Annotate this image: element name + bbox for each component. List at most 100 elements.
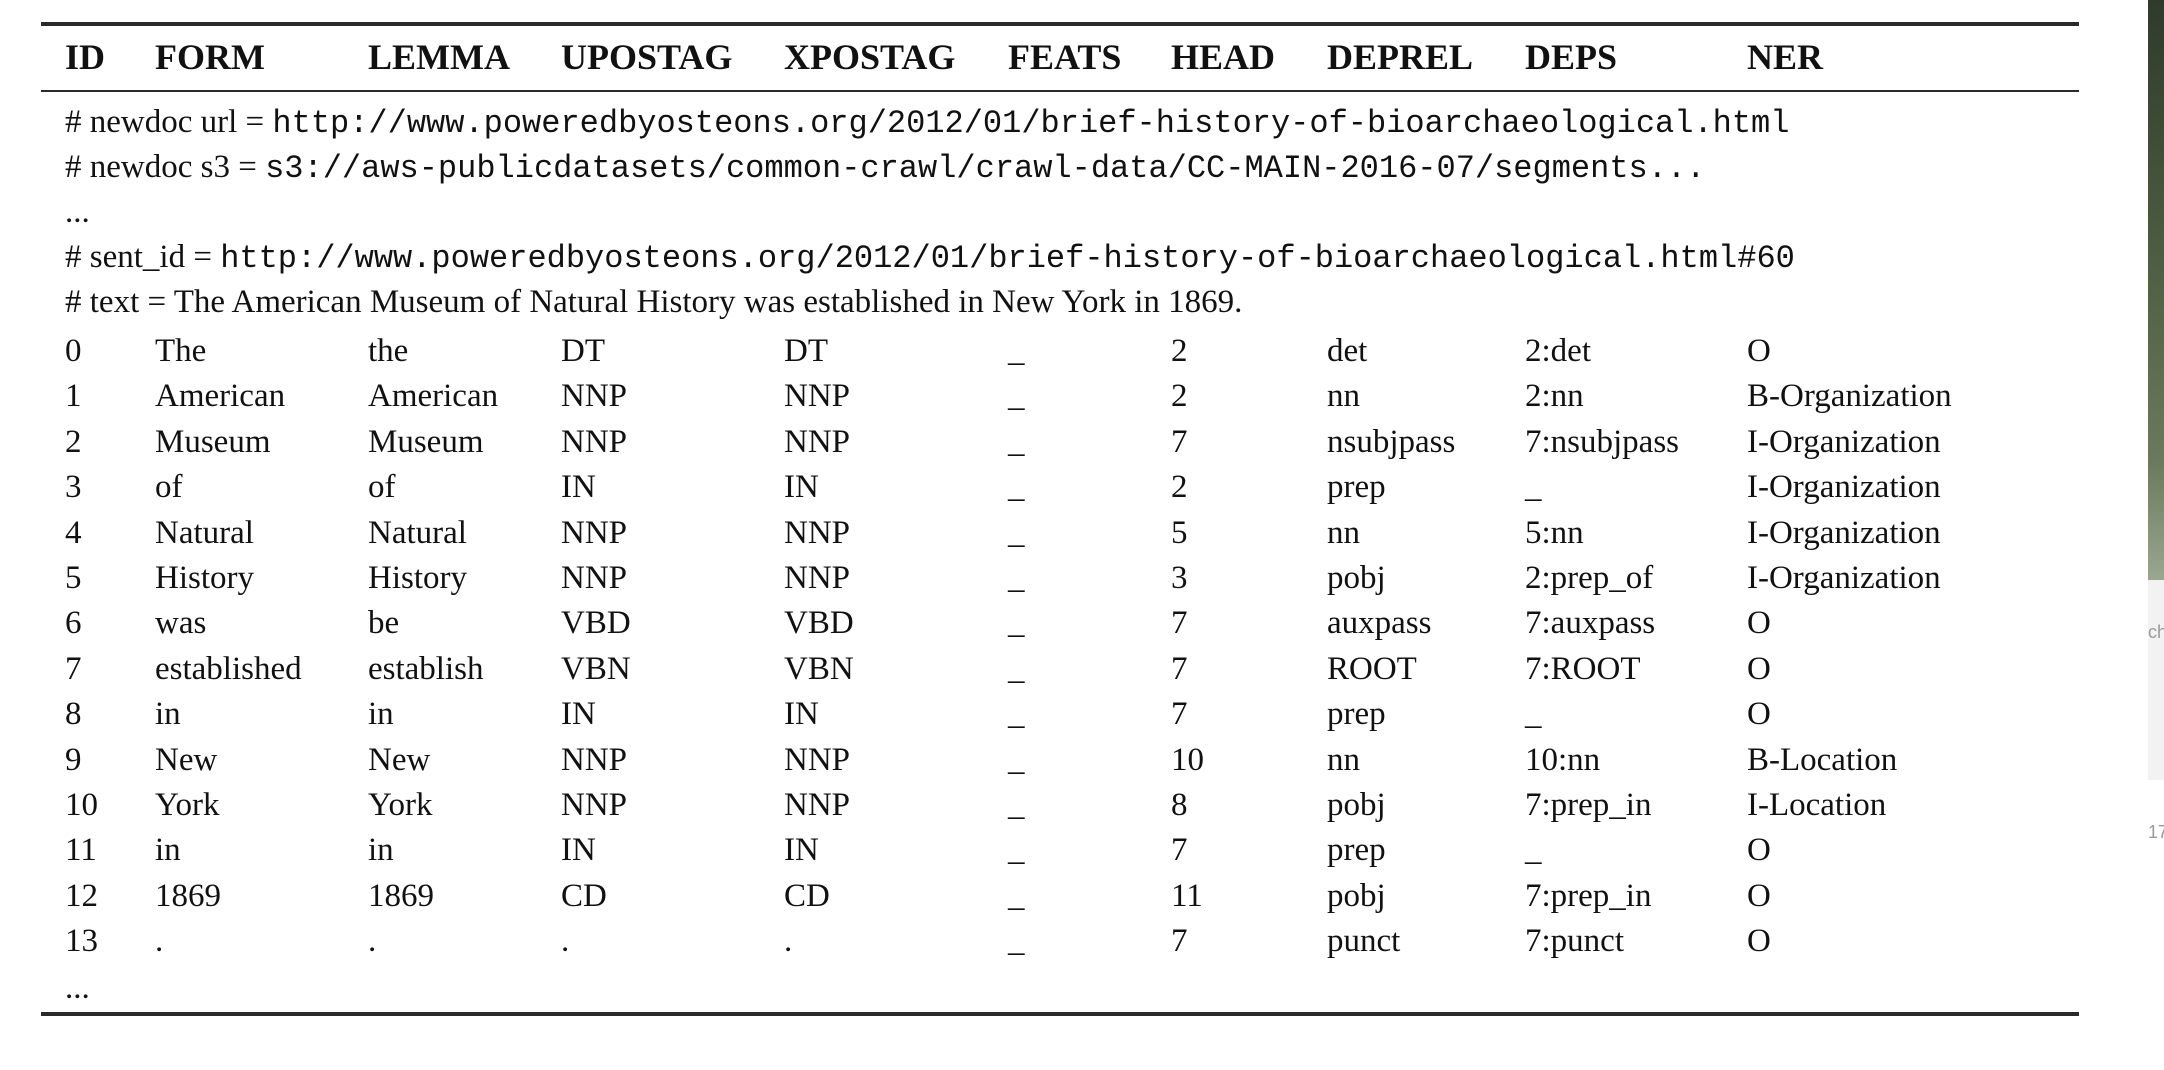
table-cell-form: American (155, 378, 286, 414)
table-cell-form: in (155, 696, 181, 732)
table-cell-feats: _ (1008, 787, 1025, 823)
column-header-deprel: DEPREL (1327, 37, 1474, 77)
table-cell-head: 10 (1171, 742, 1204, 778)
table-cell-id: 10 (65, 787, 98, 823)
table-cell-deps: 7:prep_in (1525, 878, 1652, 914)
column-header-head: HEAD (1171, 37, 1276, 77)
table-cell-ner: B-Location (1747, 742, 1898, 778)
metadata-line: # text = The American Museum of Natural … (65, 280, 1242, 326)
table-cell-deprel: punct (1327, 923, 1401, 959)
table-cell-lemma: American (368, 378, 499, 414)
table-cell-deps: 7:prep_in (1525, 787, 1652, 823)
table-cell-xpostag: NNP (784, 787, 851, 823)
table-cell-feats: _ (1008, 832, 1025, 868)
table-cell-form: The (155, 333, 207, 369)
metadata-line: ... (65, 190, 90, 236)
table-cell-deprel: auxpass (1327, 605, 1432, 641)
table-cell-feats: _ (1008, 469, 1025, 505)
table-cell-ner: B-Organization (1747, 378, 1952, 414)
edge-text-snippet: 17 (2148, 822, 2164, 842)
table-cell-lemma: . (368, 923, 377, 959)
table-cell-ner: O (1747, 651, 1771, 687)
table-row: 5 History History NNP NNP _ 3 pobj 2:prep_of I-Or… (41, 556, 2079, 600)
table-cell-lemma: Natural (368, 515, 467, 551)
table-cell-head: 5 (1171, 515, 1188, 551)
table-cell-deps: 10:nn (1525, 742, 1601, 778)
table-cell-ner: O (1747, 696, 1771, 732)
table-cell-head: 3 (1171, 560, 1188, 596)
table-cell-ner: I-Organization (1747, 515, 1941, 551)
table-cell-lemma: History (368, 560, 467, 596)
table-cell-deprel: pobj (1327, 560, 1386, 596)
table-cell-xpostag: NNP (784, 742, 851, 778)
table-cell-lemma: York (368, 787, 433, 823)
table-cell-id: 7 (65, 651, 82, 687)
table-cell-lemma: of (368, 469, 396, 505)
table-header: ID FORM LEMMA UPOSTAG XPOSTAG FEATS HEAD DEPREL… (41, 32, 2079, 82)
table-cell-xpostag: NNP (784, 424, 851, 460)
table-cell-upostag: IN (561, 832, 596, 868)
top-rule (41, 22, 2079, 26)
metadata-value: s3://aws-publicdatasets/common-crawl/cra… (265, 150, 1706, 187)
table-row: 10 York York NNP NNP _ 8 pobj 7:prep_in I-Locatio… (41, 783, 2079, 827)
table-cell-id: 2 (65, 424, 82, 460)
table-cell-ner: O (1747, 878, 1771, 914)
table-cell-deps: 5:nn (1525, 515, 1584, 551)
table-cell-ner: O (1747, 832, 1771, 868)
table-cell-form: History (155, 560, 254, 596)
table-cell-ner: O (1747, 333, 1771, 369)
table-cell-form: was (155, 605, 207, 641)
table-cell-ner: I-Organization (1747, 424, 1941, 460)
table-cell-upostag: NNP (561, 378, 628, 414)
table-cell-xpostag: DT (784, 333, 828, 369)
table-cell-upostag: . (561, 923, 570, 959)
table-cell-lemma: Museum (368, 424, 484, 460)
table-cell-lemma: in (368, 832, 394, 868)
table-cell-form: of (155, 469, 183, 505)
table-row: 13.... _ 7 punct 7:punct O (41, 919, 2079, 963)
table-cell-upostag: IN (561, 696, 596, 732)
table-cell-feats: _ (1008, 696, 1025, 732)
table-cell-feats: _ (1008, 560, 1025, 596)
table-cell-upostag: IN (561, 469, 596, 505)
metadata-value: http://www.poweredbyosteons.org/2012/01/… (220, 240, 1795, 277)
table-cell-lemma: in (368, 696, 394, 732)
table-cell-lemma: 1869 (368, 878, 434, 914)
table-cell-deprel: prep (1327, 832, 1386, 868)
table-cell-deps: _ (1525, 832, 1542, 868)
table-cell-id: 9 (65, 742, 82, 778)
metadata-key: # text = The American Museum of Natural … (65, 284, 1243, 320)
table-cell-head: 2 (1171, 469, 1188, 505)
table-row: 4 Natural Natural NNP NNP _ 5 nn 5:nn I-Organizat… (41, 511, 2079, 555)
table-cell-deps: 2:nn (1525, 378, 1584, 414)
table-cell-deps: _ (1525, 696, 1542, 732)
table-row: 12 1869 1869 CD CD _ 11 pobj 7:prep_in O (41, 874, 2079, 918)
table-cell-deprel: prep (1327, 469, 1386, 505)
table-cell-id: 0 (65, 333, 82, 369)
table-cell-ner: I-Location (1747, 787, 1887, 823)
table-cell-head: 7 (1171, 696, 1188, 732)
table-cell-upostag: NNP (561, 424, 628, 460)
table-row: 2 Museum Museum NNP NNP _ 7 nsubjpass 7:nsubjpas… (41, 420, 2079, 464)
table-cell-id: 12 (65, 878, 98, 914)
table-row: 8 in in IN IN _ 7 prep _ O (41, 692, 2079, 736)
table-cell-id: 11 (65, 832, 97, 868)
table-cell-ner: I-Organization (1747, 560, 1941, 596)
table-cell-form: 1869 (155, 878, 221, 914)
table-cell-feats: _ (1008, 742, 1025, 778)
table-cell-upostag: VBN (561, 651, 631, 687)
table-cell-deps: 2:prep_of (1525, 560, 1654, 596)
bottom-rule (41, 1012, 2079, 1016)
metadata-value: http://www.poweredbyosteons.org/2012/01/… (272, 105, 1790, 142)
table-cell-id: 3 (65, 469, 82, 505)
background-panel-strip (2148, 580, 2164, 780)
column-header-form: FORM (155, 37, 265, 77)
column-header-id: ID (65, 37, 106, 77)
table-cell-form: . (155, 923, 164, 959)
table-cell-deps: 2:det (1525, 333, 1591, 369)
column-header-ner: NER (1747, 37, 1824, 77)
table-cell-ner: O (1747, 923, 1771, 959)
metadata-line: # sent_id = http://www.poweredbyosteons.… (65, 235, 1795, 281)
table-cell-form: York (155, 787, 220, 823)
table-cell-upostag: NNP (561, 560, 628, 596)
